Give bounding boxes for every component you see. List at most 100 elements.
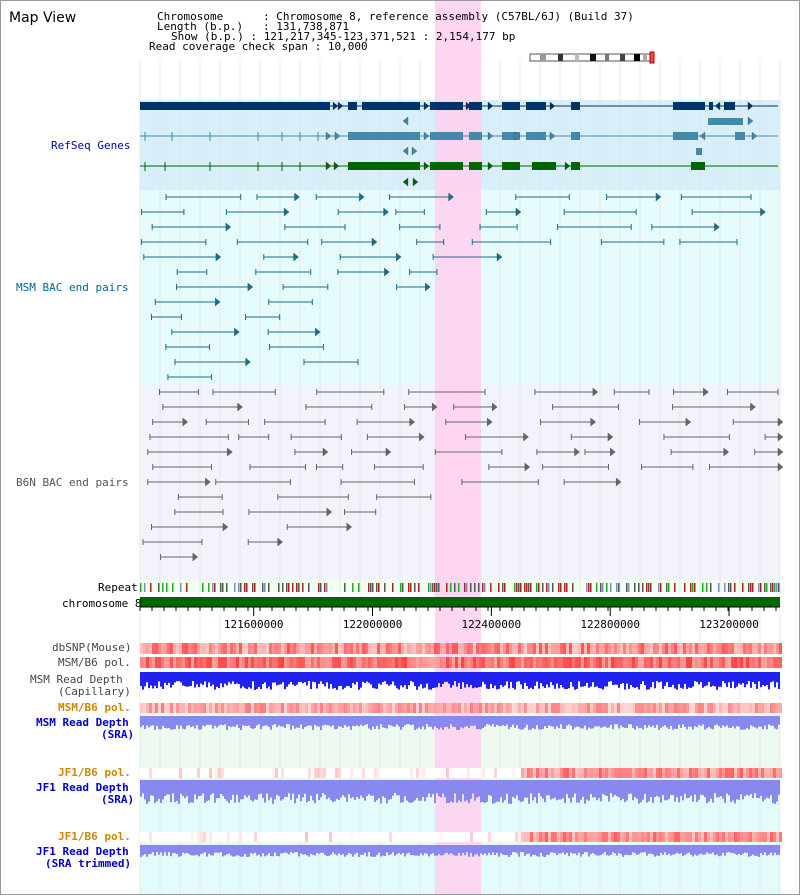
msm-b6-pol2-cell xyxy=(413,703,416,713)
msm-b6-pol-cell xyxy=(560,657,563,668)
jf1-depth-trim-bar xyxy=(676,845,678,853)
jf1-depth-sra-bar xyxy=(170,780,172,803)
jf1-depth-sra-bar xyxy=(288,780,290,794)
jf1-depth-trim-bar xyxy=(424,845,426,854)
jf1-depth-sra-bar xyxy=(194,780,196,795)
jf1-depth-trim-bar xyxy=(478,845,480,857)
dbsnp-cell xyxy=(281,643,284,654)
jf1-depth-trim-bar xyxy=(176,845,178,854)
track-label-msm-bac[interactable]: MSM BAC end pairs xyxy=(16,281,129,294)
ideogram-position xyxy=(649,51,655,64)
jf1-b6-pol-cell xyxy=(416,768,419,778)
msm-depth-sra-bar xyxy=(730,716,732,728)
jf1-depth-sra-bar xyxy=(502,780,504,803)
msm-depth-sra-bar xyxy=(552,716,554,727)
jf1-depth-trim-bar xyxy=(242,845,244,857)
msm-depth-cap-bar xyxy=(386,672,388,685)
msm-b6-pol2-cell xyxy=(704,703,707,713)
bac-end-arrow xyxy=(396,252,402,262)
repeat-element xyxy=(432,583,434,592)
coverage-value: 10,000 xyxy=(327,40,368,53)
jf1-b6-pol2-cell xyxy=(353,832,356,842)
msm-depth-cap-bar xyxy=(522,672,524,689)
jf1-b6-pol2-cell xyxy=(632,832,635,842)
jf1-b6-pol-cell xyxy=(533,768,536,778)
msm-b6-pol-cell xyxy=(239,657,242,668)
msm-b6-pol2-cell xyxy=(494,703,497,713)
msm-depth-sra-bar xyxy=(778,716,780,725)
dbsnp-cell xyxy=(431,643,434,654)
msm-b6-pol-cell xyxy=(338,657,341,668)
track-label-refseq[interactable]: RefSeq Genes xyxy=(51,139,131,152)
chromosome-value: Chromosome 8, reference assembly (C57BL/… xyxy=(276,10,634,23)
ideogram-band xyxy=(558,54,563,61)
msm-b6-pol2-cell xyxy=(758,703,761,713)
ideogram-band xyxy=(590,54,596,61)
msm-depth-cap-bar xyxy=(292,672,294,685)
msm-depth-sra-bar xyxy=(582,716,584,729)
msm-depth-sra-bar xyxy=(448,716,450,729)
msm-depth-sra-bar xyxy=(504,716,506,727)
gene-exon xyxy=(502,162,520,170)
track-label-b6n-bac[interactable]: B6N BAC end pairs xyxy=(16,476,129,489)
jf1-depth-trim-bar xyxy=(708,845,710,854)
repeat-element xyxy=(606,583,608,592)
msm-b6-pol-cell xyxy=(746,657,749,668)
msm-depth-cap-bar xyxy=(410,672,412,682)
jf1-b6-pol2-cell xyxy=(311,832,314,842)
gene-strand-arrow xyxy=(402,146,409,156)
msm-b6-pol2-cell xyxy=(632,703,635,713)
msm-b6-pol-cell xyxy=(431,657,434,668)
jf1-depth-trim-bar xyxy=(742,845,744,854)
gene-strand-arrow xyxy=(564,161,571,171)
msm-b6-pol-cell xyxy=(320,657,323,668)
msm-depth-cap-bar xyxy=(624,672,626,690)
msm-depth-sra-bar xyxy=(236,716,238,725)
msm-depth-sra-bar xyxy=(544,716,546,727)
msm-b6-pol-cell xyxy=(296,657,299,668)
dbsnp-cell xyxy=(716,643,719,654)
jf1-depth-sra-bar xyxy=(350,780,352,799)
jf1-b6-pol-cell xyxy=(536,768,539,778)
jf1-depth-sra-bar xyxy=(360,780,362,796)
jf1-depth-trim-bar xyxy=(766,845,768,856)
repeat-element xyxy=(626,583,628,592)
msm-depth-cap-bar xyxy=(428,672,430,690)
jf1-b6-pol2-cell xyxy=(551,832,554,842)
msm-depth-cap-bar xyxy=(416,672,418,690)
jf1-depth-sra-bar xyxy=(240,780,242,800)
dbsnp-cell xyxy=(680,643,683,654)
msm-b6-pol2-cell xyxy=(581,703,584,713)
msm-b6-pol-cell xyxy=(677,657,680,668)
jf1-b6-pol-cell xyxy=(518,768,521,778)
dbsnp-cell xyxy=(389,643,392,654)
jf1-b6-pol-cell xyxy=(677,768,680,778)
msm-depth-sra-bar xyxy=(742,716,744,730)
msm-b6-pol2-cell xyxy=(647,703,650,713)
jf1-depth-trim-bar xyxy=(190,845,192,856)
msm-depth-sra-bar xyxy=(316,716,318,727)
jf1-b6-pol2-cell xyxy=(260,832,263,842)
dbsnp-cell xyxy=(386,643,389,654)
repeat-element xyxy=(752,583,754,592)
dbsnp-cell xyxy=(725,643,728,654)
dbsnp-cell xyxy=(701,643,704,654)
dbsnp-cell xyxy=(476,643,479,654)
jf1-b6-pol2-cell xyxy=(524,832,527,842)
jf1-b6-pol2-cell xyxy=(515,832,518,842)
gene-exon xyxy=(140,102,330,110)
jf1-depth-trim-bar xyxy=(614,845,616,854)
jf1-b6-pol-cell xyxy=(218,768,221,778)
msm-depth-cap-bar xyxy=(248,672,250,688)
jf1-depth-trim-bar xyxy=(588,845,590,857)
bac-end-arrow xyxy=(425,282,431,292)
msm-b6-pol2-cell xyxy=(749,703,752,713)
jf1-b6-pol-cell xyxy=(479,768,482,778)
jf1-depth-sra-bar xyxy=(440,780,442,798)
msm-depth-sra-bar xyxy=(610,716,612,725)
bac-end-arrow xyxy=(515,207,522,217)
jf1-b6-pol2-cell xyxy=(332,832,335,842)
msm-depth-cap-bar xyxy=(694,672,696,682)
msm-b6-pol-cell xyxy=(341,657,344,668)
